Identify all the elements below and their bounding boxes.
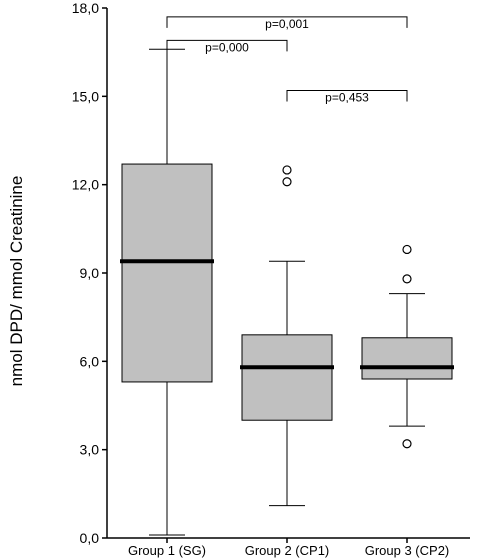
y-tick-label: 15,0 bbox=[72, 88, 99, 104]
outlier-point bbox=[282, 177, 292, 187]
box-group bbox=[240, 165, 334, 507]
p-value-label: p=0,453 bbox=[325, 90, 369, 104]
y-tick-label: 0,0 bbox=[80, 530, 100, 546]
p-value-label: p=0,001 bbox=[265, 17, 309, 31]
box-group bbox=[360, 244, 454, 449]
y-axis: 0,0 3,0 6,0 9,0 12,0 15,0 18,0 bbox=[72, 0, 108, 546]
box bbox=[241, 334, 333, 421]
x-tick-label: Group 1 (SG) bbox=[128, 543, 206, 558]
y-tick-label: 6,0 bbox=[80, 353, 100, 369]
y-tick-label: 9,0 bbox=[80, 265, 100, 281]
x-tick-label: Group 3 (CP2) bbox=[365, 543, 450, 558]
box-series bbox=[120, 48, 454, 536]
bracket-line bbox=[166, 16, 408, 28]
significance-bracket: p=0,001 bbox=[166, 16, 408, 31]
y-tick-label: 12,0 bbox=[72, 177, 99, 193]
x-axis: Group 1 (SG) Group 2 (CP1) Group 3 (CP2) bbox=[107, 537, 470, 558]
y-tick-label: 18,0 bbox=[72, 0, 99, 16]
significance-bracket: p=0,453 bbox=[286, 89, 408, 104]
p-value-label: p=0,000 bbox=[205, 40, 249, 54]
y-tick-label: 3,0 bbox=[80, 442, 100, 458]
outlier-point bbox=[402, 244, 412, 255]
outlier-point bbox=[402, 274, 412, 284]
outlier-point bbox=[282, 165, 292, 175]
significance-bracket: p=0,000 bbox=[166, 39, 288, 54]
bracket-line bbox=[286, 89, 408, 102]
box-group bbox=[120, 48, 214, 536]
y-axis-label: nmol DPD/ mmol Creatinine bbox=[7, 176, 26, 387]
significance-brackets: p=0,001 p=0,000 p=0,453 bbox=[166, 16, 408, 104]
bracket-line bbox=[166, 39, 288, 52]
x-tick-label: Group 2 (CP1) bbox=[245, 543, 330, 558]
outlier-point bbox=[402, 439, 412, 449]
box bbox=[121, 163, 213, 383]
box bbox=[361, 337, 453, 380]
